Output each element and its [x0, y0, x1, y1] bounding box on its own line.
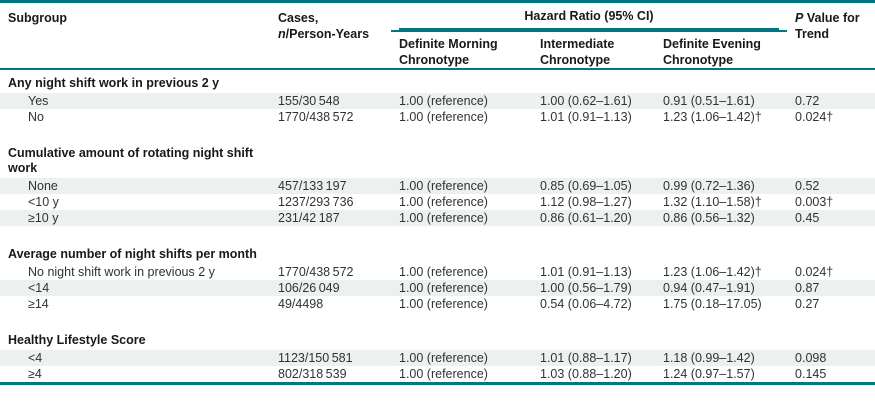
section-title: Healthy Lifestyle Score — [8, 333, 146, 347]
cell-morning: 1.00 (reference) — [399, 297, 488, 311]
cell-label: <14 — [28, 281, 50, 295]
hazard-ratio-table: Subgroup Cases, n/Person-Years Hazard Ra… — [0, 0, 875, 385]
cell-p: 0.87 — [795, 281, 820, 295]
cell-morning: 1.00 (reference) — [399, 110, 488, 124]
cell-cases: 155/30 548 — [278, 94, 340, 108]
col-header-intermediate: Intermediate Chronotype — [532, 31, 655, 70]
cell-label: <10 y — [28, 195, 59, 209]
cell-evening: 0.94 (0.47–1.91) — [663, 281, 755, 295]
p-rest: Value for Trend — [795, 11, 860, 41]
cell-cases: 802/318 539 — [278, 367, 347, 381]
table-row: ≥4 802/318 539 1.00 (reference) 1.03 (0.88–… — [0, 366, 875, 384]
cell-p: 0.45 — [795, 211, 820, 225]
p-italic: P — [795, 11, 804, 25]
cell-morning: 1.00 (reference) — [399, 195, 488, 209]
cell-cases: 106/26 049 — [278, 281, 340, 295]
cases-header-line2: n/Person-Years — [278, 26, 391, 42]
table-row: <10 y 1237/293 736 1.00 (reference) 1.12 (0… — [0, 194, 875, 210]
subgroup-header-label: Subgroup — [8, 11, 68, 25]
col-header-p-value: P Value for Trend — [787, 1, 875, 70]
cell-intermediate: 1.01 (0.91–1.13) — [540, 110, 632, 124]
cell-morning: 1.00 (reference) — [399, 179, 488, 193]
cases-n-italic: n — [278, 27, 286, 41]
cell-label: <4 — [28, 351, 43, 365]
cell-label: No night shift work in previous 2 y — [28, 265, 215, 279]
cell-label: Yes — [28, 94, 49, 108]
table-header: Subgroup Cases, n/Person-Years Hazard Ra… — [0, 1, 875, 70]
col-header-evening: Definite Evening Chronotype — [655, 31, 788, 70]
cell-p: 0.024† — [795, 110, 834, 124]
cell-label: ≥14 — [28, 297, 49, 311]
cell-intermediate: 0.86 (0.61–1.20) — [540, 211, 632, 225]
cell-label: None — [28, 179, 58, 193]
section-header-row: Any night shift work in previous 2 y — [0, 69, 875, 93]
cell-cases: 1770/438 572 — [278, 265, 354, 279]
table-row: Yes 155/30 548 1.00 (reference) 1.00 (0.62–… — [0, 93, 875, 109]
section-title: Any night shift work in previous 2 y — [8, 76, 220, 90]
cell-cases: 49/4498 — [278, 297, 324, 311]
cell-evening: 0.86 (0.56–1.32) — [663, 211, 755, 225]
cell-intermediate: 1.00 (0.62–1.61) — [540, 94, 632, 108]
cell-morning: 1.00 (reference) — [399, 351, 488, 365]
cell-label: No — [28, 110, 44, 124]
section-header-row: Average number of night shifts per month — [0, 226, 875, 264]
table-row: No 1770/438 572 1.00 (reference) 1.01 (0.91… — [0, 109, 875, 125]
cell-morning: 1.00 (reference) — [399, 94, 488, 108]
cell-p: 0.145 — [795, 367, 827, 381]
cell-intermediate: 1.00 (0.56–1.79) — [540, 281, 632, 295]
section-header-row: Cumulative amount of rotating night shif… — [0, 125, 875, 178]
cell-p: 0.003† — [795, 195, 834, 209]
table-row: <4 1123/150 581 1.00 (reference) 1.01 (0.88… — [0, 350, 875, 366]
table-row: ≥10 y 231/42 187 1.00 (reference) 0.86 (0.6… — [0, 210, 875, 226]
table-row: ≥14 49/4498 1.00 (reference) 0.54 (0.06–4.7… — [0, 296, 875, 312]
cell-evening: 1.24 (0.97–1.57) — [663, 367, 755, 381]
cases-rest: /Person-Years — [285, 27, 370, 41]
cell-intermediate: 0.85 (0.69–1.05) — [540, 179, 632, 193]
cell-p: 0.72 — [795, 94, 820, 108]
cell-evening: 1.18 (0.99–1.42) — [663, 351, 755, 365]
cell-morning: 1.00 (reference) — [399, 367, 488, 381]
hazard-ratio-spanner-label: Hazard Ratio (95% CI) — [399, 8, 780, 30]
cell-cases: 1237/293 736 — [278, 195, 354, 209]
col-header-hazard-ratio-spanner: Hazard Ratio (95% CI) — [391, 1, 788, 32]
section-title: Cumulative amount of rotating night shif… — [8, 146, 254, 175]
cell-cases: 231/42 187 — [278, 211, 340, 225]
cell-p: 0.098 — [795, 351, 827, 365]
cell-evening: 1.23 (1.06–1.42)† — [663, 265, 762, 279]
cell-label: ≥10 y — [28, 211, 59, 225]
cell-morning: 1.00 (reference) — [399, 281, 488, 295]
cases-header-line1: Cases, — [278, 11, 319, 25]
cell-evening: 1.75 (0.18–17.05) — [663, 297, 762, 311]
cell-intermediate: 0.54 (0.06–4.72) — [540, 297, 632, 311]
col-header-cases: Cases, n/Person-Years — [270, 1, 391, 70]
col-header-morning: Definite Morning Chronotype — [391, 31, 532, 70]
table-row: <14 106/26 049 1.00 (reference) 1.00 (0.56–… — [0, 280, 875, 296]
cell-intermediate: 1.03 (0.88–1.20) — [540, 367, 632, 381]
table-row: No night shift work in previous 2 y 1770/… — [0, 264, 875, 280]
cell-evening: 1.32 (1.10–1.58)† — [663, 195, 762, 209]
header-row-top: Subgroup Cases, n/Person-Years Hazard Ra… — [0, 1, 875, 70]
cell-evening: 1.23 (1.06–1.42)† — [663, 110, 762, 124]
header-row-chronotypes: Definite Morning Chronotype Intermediate… — [0, 31, 875, 70]
cell-p: 0.27 — [795, 297, 820, 311]
cell-morning: 1.00 (reference) — [399, 265, 488, 279]
cell-intermediate: 1.12 (0.98–1.27) — [540, 195, 632, 209]
table-row: None 457/133 197 1.00 (reference) 0.85 (0.6… — [0, 178, 875, 194]
section-title: Average number of night shifts per month — [8, 247, 257, 261]
cell-evening: 0.91 (0.51–1.61) — [663, 94, 755, 108]
table-body: Any night shift work in previous 2 y Yes 1… — [0, 69, 875, 384]
cell-p: 0.024† — [795, 265, 834, 279]
cell-morning: 1.00 (reference) — [399, 211, 488, 225]
col-header-subgroup: Subgroup — [0, 1, 270, 70]
cell-cases: 457/133 197 — [278, 179, 347, 193]
cell-p: 0.52 — [795, 179, 820, 193]
cell-intermediate: 1.01 (0.88–1.17) — [540, 351, 632, 365]
cell-cases: 1123/150 581 — [278, 351, 353, 365]
cell-intermediate: 1.01 (0.91–1.13) — [540, 265, 632, 279]
section-header-row: Healthy Lifestyle Score — [0, 312, 875, 350]
cell-cases: 1770/438 572 — [278, 110, 354, 124]
cell-label: ≥4 — [28, 367, 42, 381]
cell-evening: 0.99 (0.72–1.36) — [663, 179, 755, 193]
